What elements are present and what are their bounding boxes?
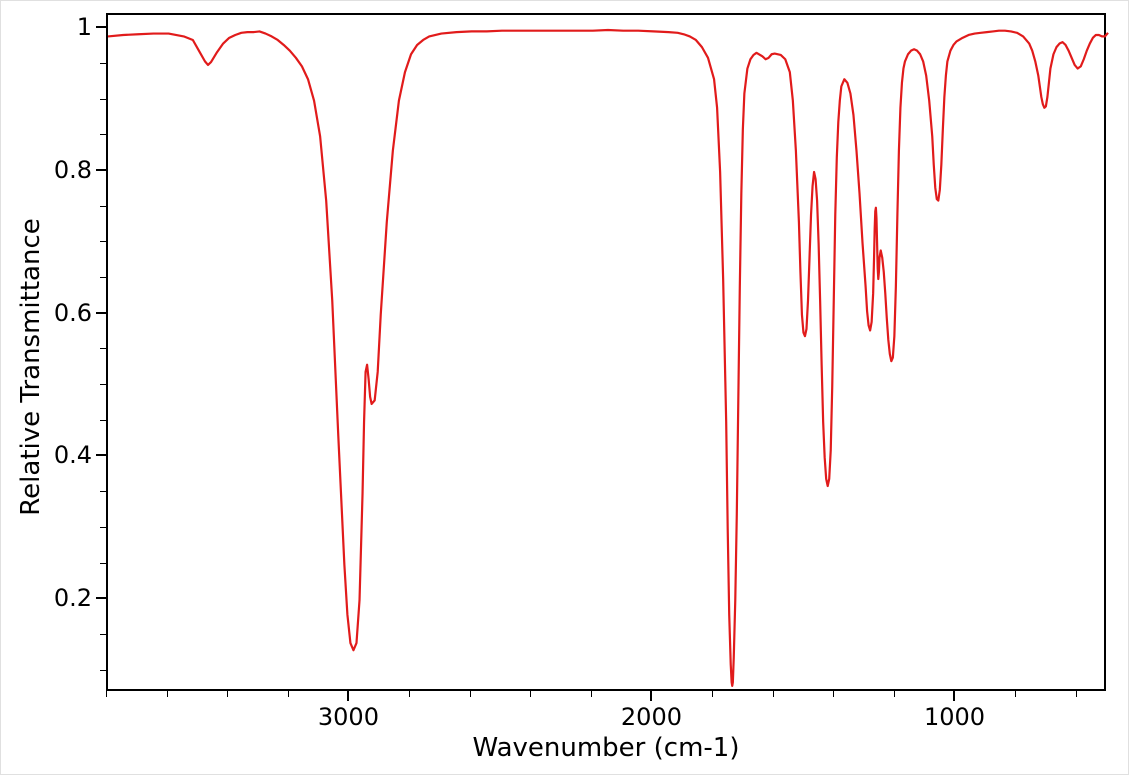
x-tick-minor: [773, 691, 774, 697]
y-tick-major: [96, 597, 106, 599]
plot-area: [106, 13, 1106, 691]
y-tick-label: 0.4: [46, 441, 92, 469]
x-tick-label: 1000: [924, 703, 985, 731]
y-tick-label: 1: [46, 13, 92, 41]
y-tick-minor: [100, 348, 106, 349]
y-axis-label: Relative Transmittance: [16, 218, 46, 515]
x-tick-label: 2000: [621, 703, 682, 731]
x-tick-major: [953, 691, 955, 701]
x-tick-minor: [591, 691, 592, 697]
x-tick-minor: [409, 691, 410, 697]
x-tick-minor: [470, 691, 471, 697]
y-tick-label: 0.6: [46, 299, 92, 327]
y-tick-major: [96, 312, 106, 314]
spectrum-line: [108, 15, 1108, 693]
x-tick-minor: [227, 691, 228, 697]
y-tick-major: [96, 169, 106, 171]
y-tick-minor: [100, 206, 106, 207]
y-tick-major: [96, 26, 106, 28]
y-tick-minor: [100, 384, 106, 385]
y-tick-minor: [100, 99, 106, 100]
x-tick-major: [650, 691, 652, 701]
y-tick-label: 0.8: [46, 156, 92, 184]
ir-spectrum-chart: Relative Transmittance Wavenumber (cm-1)…: [0, 0, 1129, 775]
y-tick-minor: [100, 277, 106, 278]
y-tick-minor: [100, 241, 106, 242]
x-tick-minor: [894, 691, 895, 697]
y-tick-minor: [100, 670, 106, 671]
y-tick-minor: [100, 63, 106, 64]
x-tick-minor: [1076, 691, 1077, 697]
x-tick-minor: [288, 691, 289, 697]
x-tick-minor: [1015, 691, 1016, 697]
y-tick-minor: [100, 134, 106, 135]
y-tick-label: 0.2: [46, 584, 92, 612]
x-axis-label: Wavenumber (cm-1): [473, 733, 740, 763]
y-tick-major: [96, 454, 106, 456]
y-tick-minor: [100, 491, 106, 492]
x-tick-major: [347, 691, 349, 701]
y-tick-minor: [100, 527, 106, 528]
x-tick-minor: [530, 691, 531, 697]
x-tick-minor: [106, 691, 107, 697]
y-tick-minor: [100, 563, 106, 564]
x-tick-label: 3000: [318, 703, 379, 731]
x-tick-minor: [167, 691, 168, 697]
y-tick-minor: [100, 420, 106, 421]
x-tick-minor: [712, 691, 713, 697]
x-tick-minor: [833, 691, 834, 697]
y-tick-minor: [100, 634, 106, 635]
